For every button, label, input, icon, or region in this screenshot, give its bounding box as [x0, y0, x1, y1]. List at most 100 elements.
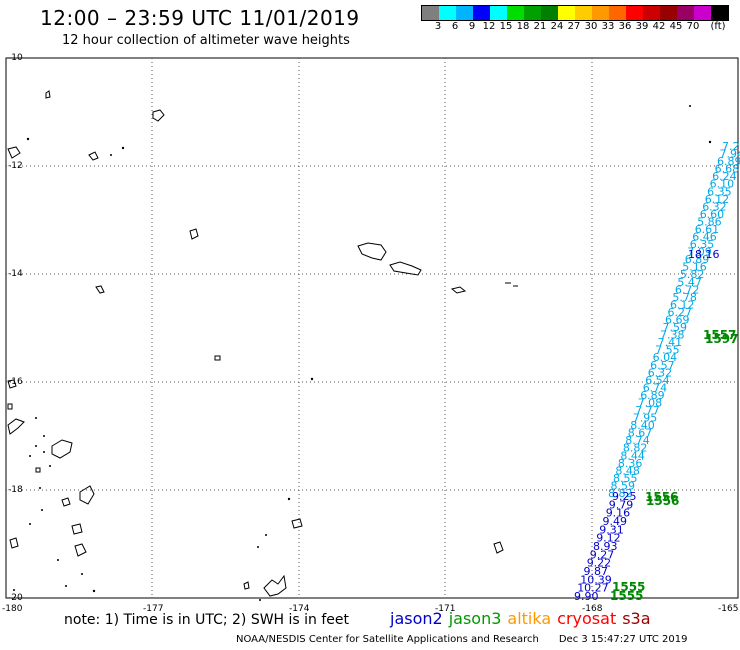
colorbar-swatch	[609, 6, 626, 20]
wave-height-label: 6.89	[717, 155, 740, 168]
wave-height-label: 6.46	[692, 231, 717, 244]
wave-height-label: 7.09	[687, 246, 712, 259]
wave-height-label: 6.35	[690, 238, 715, 251]
lon-label: -165	[718, 604, 738, 614]
island	[71, 523, 83, 535]
wave-height-label: 9.87	[584, 565, 609, 578]
small-islets	[13, 105, 712, 601]
wave-height-label: 9.49	[603, 515, 628, 528]
wave-height-label: 7.41	[658, 336, 683, 349]
wave-height-label: 6.12	[705, 193, 730, 206]
colorbar-label: (ft)	[710, 21, 726, 32]
wave-height-label: 10.27	[577, 582, 609, 595]
wave-height-label: 6.61	[695, 223, 720, 236]
wave-height-label: 8.93	[593, 540, 618, 553]
wave-height-label: 8.74	[625, 434, 650, 447]
wave-height-label: 5.86	[697, 215, 722, 228]
colorbar-label: 15	[499, 21, 513, 32]
colorbar-label: 39	[635, 21, 649, 32]
wave-height-colorbar	[421, 5, 729, 21]
lat-label: -12	[8, 161, 23, 171]
wave-height-label: 6.89	[640, 389, 665, 402]
longitude-labels: -180 -177 -174 -171 -168 -165	[2, 604, 738, 614]
wave-height-label: 7.08	[638, 397, 663, 410]
wave-height-label: 6.24	[712, 170, 737, 183]
island	[243, 581, 250, 590]
legend-s3a: s3a	[622, 609, 651, 628]
island-futuna	[152, 109, 165, 122]
wave-height-label: 6.69	[665, 314, 690, 327]
wave-height-label: 9.27	[590, 548, 615, 561]
satellite-legend: jason2 jason3 altika cryosat s3a	[390, 609, 657, 628]
wave-height-label: 8.40	[630, 419, 655, 432]
island	[74, 543, 87, 557]
wave-height-label: 6.27	[668, 306, 693, 319]
wave-height-label: 6.32	[648, 366, 673, 379]
wave-height-label: 5.78	[672, 291, 697, 304]
lon-label: -180	[2, 604, 23, 614]
lon-label: -171	[435, 604, 455, 614]
wave-height-label: 8.48	[615, 464, 640, 477]
colorbar-label: 36	[618, 21, 632, 32]
colorbar-swatch	[473, 6, 490, 20]
wave-height-label: 6.89	[685, 253, 710, 266]
lat-label: -20	[8, 593, 23, 603]
colorbar-label: 70	[686, 21, 700, 32]
wave-height-label: 6.04	[653, 351, 678, 364]
wave-height-label: 7.28	[722, 140, 740, 153]
colorbar-swatch	[592, 6, 609, 20]
blue-track-label: 18.16	[688, 248, 720, 261]
colorbar-swatch	[558, 6, 575, 20]
island	[88, 151, 99, 161]
island	[45, 90, 51, 99]
island	[95, 285, 105, 294]
wave-height-label: 6.35	[707, 185, 732, 198]
island-viti-levu	[51, 439, 73, 459]
wave-height-label: 8.36	[618, 457, 643, 470]
island	[214, 355, 221, 361]
island-vanua-levu	[7, 418, 25, 435]
wave-height-label: 9.12	[596, 532, 621, 545]
wave-height-label: 9.31	[599, 523, 624, 536]
colorbar-label: 21	[533, 21, 547, 32]
colorbar-swatch	[677, 6, 694, 20]
island-manua	[505, 282, 518, 287]
map-title: 12:00 – 23:59 UTC 11/01/2019	[40, 6, 360, 30]
cyan-track: 7.287.946.896.686.246.106.356.126.326.60…	[608, 140, 740, 500]
island-tutuila	[450, 286, 467, 294]
legend-jason3: jason3	[448, 609, 502, 628]
wave-height-label: 9.25	[612, 490, 637, 503]
island	[7, 379, 17, 389]
wave-height-label: 8.82	[608, 487, 633, 500]
green-label: 1555	[610, 589, 643, 603]
wave-height-label: 7.59	[663, 321, 688, 334]
green-track-labels: 1557 1597 1556 1556 1555 1555	[610, 328, 738, 603]
colorbar-swatch	[439, 6, 456, 20]
colorbar-swatch	[490, 6, 507, 20]
colorbar-swatch	[507, 6, 524, 20]
island	[61, 497, 71, 507]
wave-height-label: 6.54	[645, 374, 670, 387]
wave-height-label: 7.95	[633, 412, 658, 425]
colorbar-swatch	[694, 6, 711, 20]
island	[7, 146, 21, 159]
green-label: 1597	[705, 332, 738, 346]
wave-height-label: 8.44	[620, 449, 645, 462]
colorbar-label: 42	[652, 21, 666, 32]
credit-time: Dec 3 15:47:27 UTC 2019	[558, 634, 688, 645]
colorbar-label: 45	[669, 21, 683, 32]
green-label: 1555	[612, 580, 645, 594]
colorbar-swatch	[524, 6, 541, 20]
colorbar-label: 6	[451, 21, 459, 32]
legend-cryosat: cryosat	[557, 609, 617, 628]
colorbar-labels: 3 6 9 12 15 18 21 24 27 30 33 36 39 42 45 70 (ft)	[421, 21, 740, 33]
wave-height-label: 9.16	[606, 507, 631, 520]
colorbar-swatch	[575, 6, 592, 20]
colorbar-swatch	[626, 6, 643, 20]
lat-label: -18	[8, 485, 23, 495]
lon-label: -174	[289, 604, 310, 614]
colorbar-label: 9	[468, 21, 476, 32]
wave-height-label: 6.72	[675, 283, 700, 296]
lat-label: -16	[8, 377, 23, 387]
